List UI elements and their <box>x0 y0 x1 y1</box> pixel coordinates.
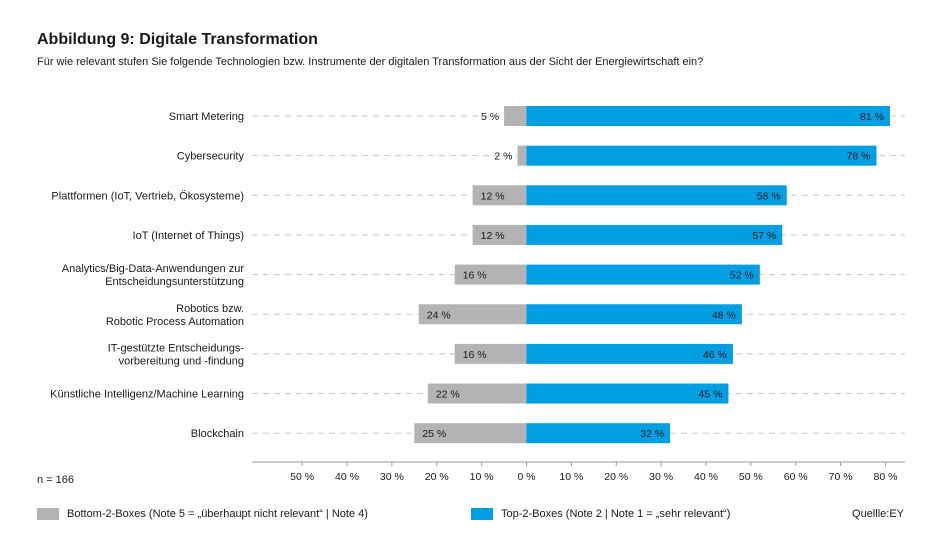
data-label-top: 32 % <box>640 428 664 440</box>
chart-title: Abbildung 9: Digitale Transformation <box>37 31 318 48</box>
category-label: IoT (Internet of Things) <box>133 230 244 242</box>
bar-bottom-2-boxes <box>427 383 527 404</box>
bar-top-2-boxes <box>526 383 729 404</box>
bar-top-2-boxes <box>526 264 760 285</box>
bar-top-2-boxes <box>526 145 877 166</box>
x-tick-label: 30 % <box>649 471 673 483</box>
data-label-bottom: 12 % <box>481 190 505 202</box>
bar-bottom-2-boxes <box>454 343 527 364</box>
bar-bottom-2-boxes <box>472 224 527 245</box>
data-label-bottom: 2 % <box>494 151 512 163</box>
legend-swatch-bottom <box>37 508 59 520</box>
category-label: Blockchain <box>191 428 244 440</box>
source-note: Quellle:EY <box>852 508 904 520</box>
data-label-bottom: 22 % <box>436 389 460 401</box>
x-tick-label: 30 % <box>380 471 404 483</box>
bar-top-2-boxes <box>526 185 787 206</box>
sample-size-note: n = 166 <box>37 474 75 486</box>
data-label-top: 48 % <box>712 309 736 321</box>
data-label-bottom: 24 % <box>427 309 451 321</box>
bar-top-2-boxes <box>526 304 742 325</box>
data-label-bottom: 12 % <box>481 230 505 242</box>
data-label-top: 81 % <box>860 111 884 123</box>
category-label: IT-gestützte Entscheidungs-vorbereitung … <box>108 342 245 367</box>
x-tick-label: 60 % <box>784 471 808 483</box>
x-tick-label: 20 % <box>425 471 449 483</box>
data-label-top: 52 % <box>730 270 754 282</box>
bar-bottom-2-boxes <box>418 304 527 325</box>
x-tick-label: 20 % <box>604 471 628 483</box>
x-tick-label: 0 % <box>517 471 535 483</box>
legend-item-bottom: Bottom-2-Boxes (Note 5 = „überhaupt nich… <box>37 508 368 520</box>
bar-top-2-boxes <box>526 106 890 126</box>
data-label-top: 58 % <box>757 190 781 202</box>
category-label: Smart Metering <box>169 111 244 123</box>
bar-top-2-boxes <box>526 224 783 245</box>
category-label: Künstliche Intelligenz/Machine Learning <box>50 389 244 401</box>
data-label-bottom: 16 % <box>463 349 487 361</box>
data-label-bottom: 16 % <box>463 270 487 282</box>
x-tick-label: 10 % <box>470 471 494 483</box>
legend-item-top: Top-2-Boxes (Note 2 | Note 1 = „sehr rel… <box>471 508 730 520</box>
data-label-bottom: 25 % <box>422 428 446 440</box>
data-label-top: 78 % <box>847 151 871 163</box>
legend-label-bottom: Bottom-2-Boxes (Note 5 = „überhaupt nich… <box>67 508 368 520</box>
x-tick-label: 50 % <box>290 471 314 483</box>
bar-bottom-2-boxes <box>517 145 527 166</box>
data-label-top: 45 % <box>698 389 722 401</box>
legend-label-top: Top-2-Boxes (Note 2 | Note 1 = „sehr rel… <box>501 508 731 520</box>
data-label-top: 46 % <box>703 349 727 361</box>
bar-bottom-2-boxes <box>414 423 527 444</box>
x-tick-label: 80 % <box>873 471 897 483</box>
x-tick-label: 50 % <box>739 471 763 483</box>
data-label-bottom: 5 % <box>481 111 499 123</box>
category-label: Cybersecurity <box>177 151 245 163</box>
bar-bottom-2-boxes <box>472 185 527 206</box>
bar-bottom-2-boxes <box>504 106 527 126</box>
legend-swatch-top <box>471 508 493 520</box>
diverging-bar-chart: Smart Metering 5 % 81 % Cybersecurity 2 % 78 … <box>50 106 905 483</box>
category-label: Robotics bzw. Robotic Process Automation <box>106 303 244 328</box>
category-label: Analytics/Big-Data-Anwendungen zur Entsch… <box>62 263 245 288</box>
data-label-top: 57 % <box>752 230 776 242</box>
x-tick-label: 40 % <box>694 471 718 483</box>
x-tick-label: 70 % <box>829 471 853 483</box>
category-label: Plattformen (IoT, Vertrieb, Ökosysteme) <box>51 190 244 202</box>
bar-top-2-boxes <box>526 423 671 444</box>
bar-top-2-boxes <box>526 343 733 364</box>
x-tick-label: 10 % <box>559 471 583 483</box>
chart-subtitle: Für wie relevant stufen Sie folgende Tec… <box>37 56 704 68</box>
bar-bottom-2-boxes <box>454 264 527 285</box>
x-tick-label: 40 % <box>335 471 359 483</box>
